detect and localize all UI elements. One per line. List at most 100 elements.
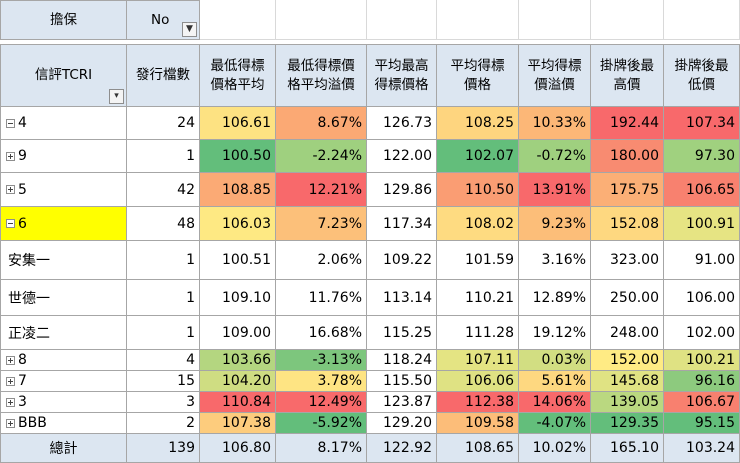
row-label: 8 [18,352,27,368]
value-text: 106.61 [222,115,271,131]
value-text: 110.50 [465,181,514,198]
collapse-icon[interactable] [6,219,15,228]
count-cell: 1 [127,280,200,316]
value-cell: 123.87 [367,392,437,413]
expand-icon[interactable] [6,376,15,386]
value-cell: 104.20 [200,371,276,392]
filter-icon[interactable]: ▼ [182,22,197,37]
header-rating[interactable]: 信評TCRI ▾ [0,44,127,107]
count-value: 1 [186,324,195,341]
row-label-cell[interactable]: 世德一 [0,280,127,316]
value-text: 107.38 [222,415,271,431]
row-label: 7 [18,373,27,389]
expand-icon[interactable] [6,185,15,194]
value-cell: 139.05 [591,392,664,413]
row-label-cell[interactable]: 9 [0,140,127,173]
value-text: 96.16 [694,373,735,389]
value-cell: 12.89% [519,280,591,316]
total-label-cell: 總計 [0,434,127,463]
value-text: 113.14 [383,289,432,306]
collapse-icon[interactable] [6,118,15,128]
row-label-cell[interactable]: BBB [0,413,127,434]
row-label: 4 [18,115,27,131]
header-line: 高價 [613,76,641,93]
value-text: 107.34 [686,115,735,131]
filter-value-cell[interactable]: No ▼ [127,0,200,40]
value-cell: 110.84 [200,392,276,413]
value-text: 106.65 [686,181,735,198]
value-text: 108.25 [465,115,514,131]
count-cell: 1 [127,140,200,173]
value-cell: 126.73 [367,107,437,140]
header-line: 平均最高 [374,57,429,74]
row-label-cell[interactable]: 3 [0,392,127,413]
header-col-4: 平均得標 價格 [437,44,519,107]
value-cell: 106.06 [437,371,519,392]
value-text: 117.34 [383,215,432,232]
value-cell: 152.00 [591,350,664,371]
count-value: 4 [186,352,195,368]
expand-icon[interactable] [6,418,15,428]
value-text: -0.72% [536,148,586,164]
value-cell: 122.00 [367,140,437,173]
value-cell: 5.61% [519,371,591,392]
total-value: 106.80 [222,440,271,456]
value-text: 323.00 [610,252,659,268]
row-label: 正凌二 [8,325,50,342]
count-value: 3 [186,394,195,410]
header-line: 格平均溢價 [287,76,355,93]
expand-icon[interactable] [6,355,15,365]
value-text: 112.38 [465,394,514,410]
value-text: 152.08 [610,215,659,232]
expand-icon[interactable] [6,151,15,161]
value-cell: 117.34 [367,207,437,241]
empty-cell [367,0,437,40]
count-cell: 42 [127,173,200,207]
value-text: 129.20 [383,415,432,431]
row-label-cell[interactable]: 正凌二 [0,316,127,350]
value-cell: 91.00 [664,241,740,280]
value-text: 100.91 [686,215,735,232]
value-text: -5.92% [312,415,362,431]
value-cell: 11.76% [276,280,367,316]
value-text: 109.10 [222,289,271,306]
row-label-cell[interactable]: 8 [0,350,127,371]
value-cell: 7.23% [276,207,367,241]
header-line: 最低得標價 [287,57,355,74]
row-label-cell[interactable]: 安集一 [0,241,127,280]
value-text: 248.00 [610,324,659,341]
value-cell: 109.22 [367,241,437,280]
value-text: 126.73 [383,115,432,131]
value-text: 95.15 [694,415,735,431]
header-col-2: 最低得標價格平均溢價 [276,44,367,107]
value-cell: 16.68% [276,316,367,350]
row-label-cell[interactable]: 6 [0,207,127,241]
header-col-3: 平均最高 得標價格 [367,44,437,107]
row-label-cell[interactable]: 7 [0,371,127,392]
filter-label: 擔保 [50,11,77,28]
row-label: 安集一 [8,253,50,269]
header-count: 發行檔數 [127,44,200,107]
value-text: 100.50 [222,148,271,164]
count-value: 42 [177,181,195,198]
empty-cell [591,0,664,40]
value-text: 106.06 [465,373,514,389]
value-cell: 129.35 [591,413,664,434]
value-text: 5.61% [541,373,586,389]
value-text: 152.00 [610,352,659,368]
expand-icon[interactable] [6,397,15,407]
value-cell: 3.78% [276,371,367,392]
value-cell: 107.34 [664,107,740,140]
value-cell: 110.50 [437,173,519,207]
value-cell: 100.51 [200,241,276,280]
value-cell: 250.00 [591,280,664,316]
value-text: 12.49% [308,394,362,410]
sort-dropdown-icon[interactable]: ▾ [109,89,124,104]
value-text: 108.85 [222,181,271,198]
total-value-cell: 106.80 [200,434,276,463]
value-text: 7.23% [317,215,362,232]
row-label-cell[interactable]: 5 [0,173,127,207]
count-cell: 15 [127,371,200,392]
row-label-cell[interactable]: 4 [0,107,127,140]
header-line: 價溢價 [534,76,575,93]
